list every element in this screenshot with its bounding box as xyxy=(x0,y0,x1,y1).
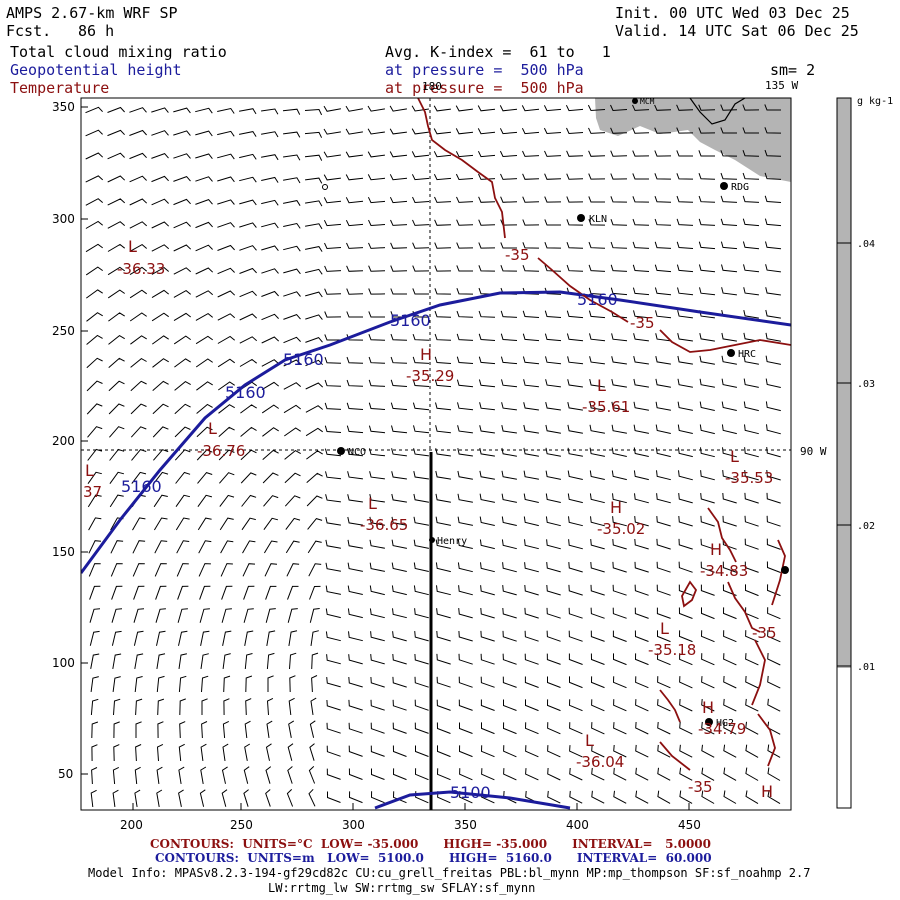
height-label: 5160 xyxy=(225,383,266,402)
temp-pressure: at pressure = 500 hPa xyxy=(385,79,584,97)
wind-barbs xyxy=(85,104,782,808)
colorbar-units: g kg-1 xyxy=(857,96,893,107)
x-tick-label: 200 xyxy=(120,818,143,832)
model-info-2: LW:rrtmg_lw SW:rrtmg_sw SFLAY:sf_mynn xyxy=(268,881,536,895)
field-cloud-label: Total cloud mixing ratio xyxy=(10,43,227,61)
extremum-letter: L xyxy=(368,494,377,513)
height-label: 5160 xyxy=(121,477,162,496)
colorbar: g kg-1 .04 .03 .02 .01 xyxy=(836,96,893,809)
extremum-letter: L xyxy=(208,419,217,438)
field-height-label: Geopotential height xyxy=(10,61,182,79)
temperature-contours xyxy=(417,98,791,771)
colorbar-label: .03 xyxy=(857,379,875,390)
x-tick-label: 300 xyxy=(342,818,365,832)
coastline xyxy=(689,98,746,125)
x-tick-label: 400 xyxy=(566,818,589,832)
station-marker xyxy=(781,566,789,574)
station-marker xyxy=(322,184,328,190)
height-contour-5160 xyxy=(81,290,791,574)
y-tick-label: 250 xyxy=(52,324,75,338)
extremum-value: -35.61 xyxy=(582,398,630,416)
height-contour-5100 xyxy=(374,790,571,810)
extremum-letter: L xyxy=(128,237,137,256)
cloud-area xyxy=(595,98,791,182)
extremum-letter: H xyxy=(420,345,432,364)
fcst-label: Fcst. xyxy=(6,22,52,40)
y-tick-label: 100 xyxy=(52,656,75,670)
station-label: Henry xyxy=(437,536,467,547)
smoothing: sm= 2 xyxy=(770,61,816,79)
x-tick-label: 450 xyxy=(678,818,701,832)
station-marker xyxy=(720,182,728,190)
station-marker xyxy=(705,718,713,726)
extremum-value: -36.65 xyxy=(360,516,408,534)
height-label: 5160 xyxy=(283,350,324,369)
lon-label-135w: 135 W xyxy=(765,79,798,92)
extremum-value: -35.02 xyxy=(597,520,645,538)
y-tick-label: 350 xyxy=(52,100,75,114)
extremum-value: -35.53 xyxy=(725,469,773,487)
colorbar-label: .02 xyxy=(857,521,875,532)
station-label: MCM xyxy=(640,97,655,106)
colorbar-label: .04 xyxy=(857,239,875,250)
plot-frame xyxy=(80,97,792,811)
extremum-letter: L xyxy=(730,447,739,466)
extremum-letter: L xyxy=(85,461,94,480)
wind-barb-glyphs xyxy=(85,104,782,808)
x-axis: 200 250 300 350 400 450 xyxy=(120,803,701,832)
height-label: 5160 xyxy=(390,311,431,330)
height-label: 5160 xyxy=(577,290,618,309)
temp-contour-info: CONTOURS: UNITS=°C LOW= -35.000 HIGH= -3… xyxy=(150,837,712,851)
extremum-value: -36.04 xyxy=(576,753,624,771)
y-tick-label: 50 xyxy=(58,767,73,781)
lon-label-180: 180 xyxy=(422,80,442,93)
extremum-value: -35.29 xyxy=(406,367,454,385)
extremum-letter: L xyxy=(585,731,594,750)
y-tick-label: 150 xyxy=(52,545,75,559)
station-label: HG2 xyxy=(716,718,734,729)
station-label: KLN xyxy=(589,214,607,225)
extremum-value: -34.83 xyxy=(700,562,748,580)
y-axis: 350 300 250 200 150 100 50 xyxy=(52,100,88,781)
field-temp-label: Temperature xyxy=(10,79,110,97)
y-tick-label: 300 xyxy=(52,212,75,226)
temp-contour-label: -35 xyxy=(752,624,777,642)
extremum-letter: L xyxy=(660,619,669,638)
temp-contour-label: -35 xyxy=(630,314,655,332)
extremum-value: 37 xyxy=(83,483,102,501)
lon-label-90w: 90 W xyxy=(800,445,827,458)
temp-contour-label: -35 xyxy=(688,778,713,796)
station-label: NCO xyxy=(348,447,366,458)
extremum-value: -35.18 xyxy=(648,641,696,659)
valid-time: Valid. 14 UTC Sat 06 Dec 25 xyxy=(615,22,859,40)
extremum-letter: H xyxy=(710,540,722,559)
init-time: Init. 00 UTC Wed 03 Dec 25 xyxy=(615,4,850,22)
station-marker xyxy=(429,537,435,543)
extremum-letter: H xyxy=(610,498,622,517)
station-marker xyxy=(337,447,345,455)
temp-contour-label: -35 xyxy=(505,246,530,264)
x-tick-label: 250 xyxy=(230,818,253,832)
extremum-value: -34.79 xyxy=(698,720,746,738)
station-marker xyxy=(727,349,735,357)
extremum-value: -36.76 xyxy=(197,442,245,460)
avg-kindex: Avg. K-index = 61 to 1 xyxy=(385,43,611,61)
height-contour-info: CONTOURS: UNITS=m LOW= 5100.0 HIGH= 5160… xyxy=(155,851,712,865)
extremum-letter: L xyxy=(597,376,606,395)
y-tick-label: 200 xyxy=(52,434,75,448)
height-pressure: at pressure = 500 hPa xyxy=(385,61,584,79)
station-label: HRC xyxy=(738,349,756,360)
extremum-letter: H xyxy=(702,698,714,717)
extremum-value: -36.33 xyxy=(117,260,165,278)
x-tick-label: 350 xyxy=(454,818,477,832)
station-marker xyxy=(577,214,585,222)
model-info: Model Info: MPASv8.2.3-194-gf29cd82c CU:… xyxy=(88,866,811,880)
fcst-value: 86 h xyxy=(78,22,115,40)
station-marker xyxy=(632,98,638,104)
station-label: RDG xyxy=(731,182,749,193)
colorbar-label: .01 xyxy=(857,662,875,673)
height-label: 5100 xyxy=(450,783,491,802)
model-title: AMPS 2.67-km WRF SP xyxy=(6,4,178,22)
extremum-letter: H xyxy=(761,782,773,801)
